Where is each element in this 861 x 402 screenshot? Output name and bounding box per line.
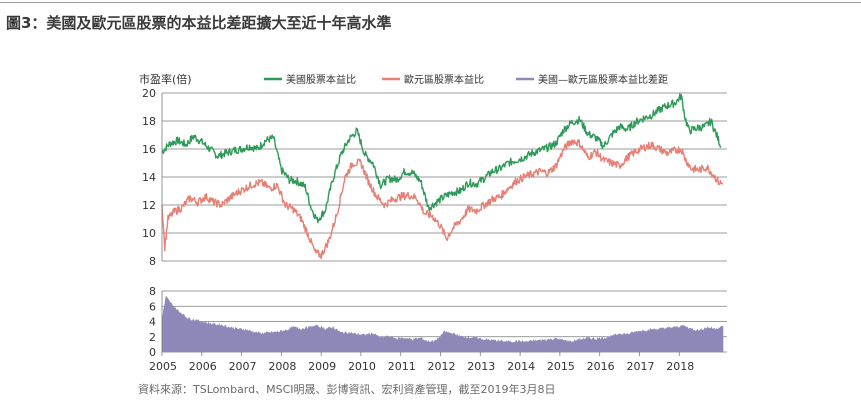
legend-spread-label: 美國—歐元區股票本益比差距 [538,73,668,86]
axes-layer: 8 10 12 14 16 18 20 0 2 4 6 8 2005 2006 2007 2008 2009 20… [142,87,694,373]
x-tick-label: 2008 [268,360,296,373]
x-tick-label: 2011 [388,360,416,373]
chart-title: 圖3：美國及歐元區股票的本益比差距擴大至近十年高水準 [6,14,392,32]
main-y-tick-label: 10 [142,227,156,240]
x-tick-label: 2009 [308,360,336,373]
euro-pe-line [161,139,724,260]
sub-y-tick-label: 6 [149,300,156,313]
x-tick-label: 2010 [348,360,376,373]
main-y-tick-label: 8 [149,255,156,268]
x-tick-label: 2006 [189,360,217,373]
x-tick-label: 2017 [626,360,654,373]
pe-lines-layer [161,93,724,260]
main-y-tick-label: 14 [142,171,156,184]
x-tick-label: 2005 [149,360,177,373]
spread-area-layer [161,295,724,353]
top-rule [0,2,861,3]
legend-euro-label: 歐元區股票本益比 [404,73,484,86]
x-tick-label: 2015 [547,360,575,373]
legend-us-label: 美國股票本益比 [286,73,356,86]
x-tick-label: 2013 [467,360,495,373]
us-pe-line [161,93,722,224]
main-y-tick-label: 16 [142,143,156,156]
main-y-tick-label: 20 [142,87,156,100]
x-tick-label: 2018 [666,360,694,373]
spread-area [161,295,724,353]
main-y-tick-label: 18 [142,115,156,128]
y-axis-label: 市盈率(倍) [139,72,192,86]
main-y-tick-label: 12 [142,199,156,212]
sub-y-tick-label: 0 [149,346,156,359]
sub-y-tick-label: 4 [149,316,156,329]
source-note: 資料來源：TSLombard、MSCI明晟、彭博資訊、宏利資產管理，截至2019… [138,383,556,396]
sub-y-tick-label: 2 [149,331,156,344]
legend: 美國股票本益比 歐元區股票本益比 美國—歐元區股票本益比差距 [264,73,668,86]
sub-y-tick-label: 8 [149,285,156,298]
x-tick-label: 2012 [428,360,456,373]
x-tick-label: 2014 [507,360,535,373]
x-tick-label: 2016 [587,360,615,373]
x-tick-label: 2007 [229,360,257,373]
